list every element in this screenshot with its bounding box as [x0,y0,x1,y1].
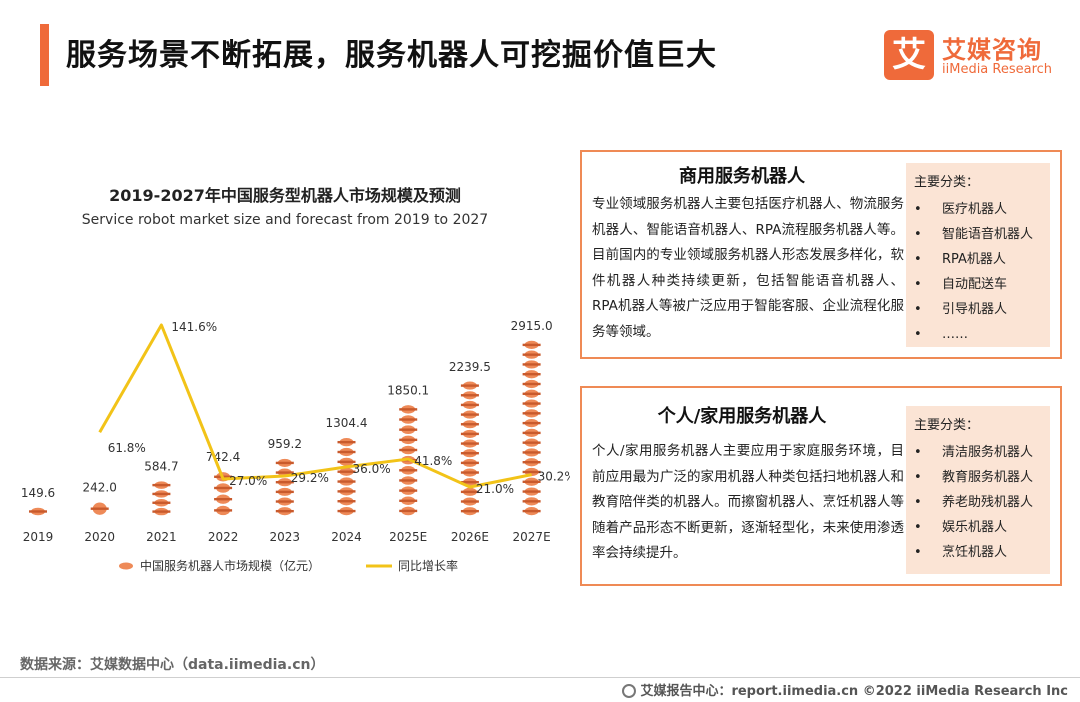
x-tick-label: 2027E [513,530,551,544]
logo-en-text: iiMedia Research [942,62,1053,77]
growth-rate-label: 29.2% [291,471,329,485]
x-tick-label: 2019 [23,530,54,544]
bullet-icon: • [914,545,922,560]
bar-value-label: 2915.0 [511,319,553,333]
chart-subtitle: Service robot market size and forecast f… [81,212,489,228]
x-tick-label: 2022 [208,530,239,544]
bar-value-label: 1850.1 [387,383,429,397]
bullet-icon: • [914,470,922,485]
category-item: • 医疗机器人 [914,197,1033,222]
category-item: • 自动配送车 [914,272,1033,297]
bullet-icon: • [914,520,922,535]
bullet-icon: • [914,202,922,217]
bullet-icon: • [914,277,922,292]
legend-label: 中国服务机器人市场规模（亿元） [140,558,320,573]
logo-cn-text: 艾媒咨询 [942,36,1042,64]
legend-label: 同比增长率 [398,558,458,573]
growth-rate-label: 61.8% [108,441,146,455]
home-robot-card: 个人/家用服务机器人 个人/家用服务机器人主要应用于家庭服务环境，目前应用最为广… [580,386,1062,586]
bullet-icon: • [914,227,922,242]
bar-value-label: 584.7 [144,460,178,474]
category-list: • 医疗机器人 • 智能语音机器人 • RPA机器人 • 自动配送车 • 引导机器人 •…… [914,197,1033,347]
bar [90,502,109,515]
globe-icon [622,684,637,698]
category-title: 主要分类： [914,418,980,433]
category-item: • 智能语音机器人 [914,222,1033,247]
bar [152,481,171,516]
bar [29,507,47,516]
data-source: 数据来源：艾媒数据中心（data.iimedia.cn） [20,657,325,673]
card-title: 个人/家用服务机器人 [657,406,827,427]
category-item: • 引导机器人 [914,297,1033,322]
growth-rate-line [98,323,532,489]
category-item: • 烹饪机器人 [914,540,1033,565]
category-box: 主要分类： • 清洁服务机器人 • 教育服务机器人 • 养老助残机器人 • 娱乐机器人 … [906,406,1050,574]
bullet-icon: • [914,252,922,267]
x-tick-label: 2025E [389,530,427,544]
page-title: 服务场景不断拓展，服务机器人可挖掘价值巨大 [66,38,717,73]
bar-value-label: 1304.4 [326,416,368,430]
x-tick-label: 2021 [146,530,177,544]
bullet-icon: • [914,327,922,342]
footer-divider [0,677,1080,678]
bar [337,438,356,516]
legend-bar-swatch [119,562,133,570]
x-tick-label: 2023 [270,530,301,544]
footer-text: 艾媒报告中心：report.iimedia.cn ©2022 iiMedia R… [640,684,1068,699]
iimedia-logo: 艾 艾媒咨询 iiMedia Research [884,30,1064,82]
card-title: 商用服务机器人 [679,166,805,187]
market-size-chart: 149.62019242.02020584.72021742.42022959.… [21,319,570,573]
category-box: 主要分类： • 医疗机器人 • 智能语音机器人 • RPA机器人 • 自动配送车 • 引导… [906,163,1050,347]
category-item: • 清洁服务机器人 [914,440,1033,465]
growth-rate-label: 27.0% [229,474,267,488]
title-accent-bar [40,24,49,86]
bar-value-label: 149.6 [21,486,55,500]
card-body: 专业领域服务机器人主要包括医疗机器人、物流服务机器人、智能语音机器人、RPA流程… [592,196,904,340]
category-item: •…… [914,322,1033,347]
category-item: • 教育服务机器人 [914,465,1033,490]
bar-value-label: 959.2 [268,437,302,451]
footer: 艾媒报告中心：report.iimedia.cn ©2022 iiMedia R… [622,680,1068,699]
bar-value-label: 242.0 [83,480,117,494]
growth-rate-label: 141.6% [171,320,217,334]
category-list: • 清洁服务机器人 • 教育服务机器人 • 养老助残机器人 • 娱乐机器人 • 烹饪机器人 [914,440,1033,565]
bar [275,458,294,516]
bar-value-label: 2239.5 [449,360,491,374]
bullet-icon: • [914,495,922,510]
chart-title: 2019-2027年中国服务型机器人市场规模及预测 [109,186,461,205]
commercial-robot-card: 商用服务机器人 专业领域服务机器人主要包括医疗机器人、物流服务机器人、智能语音机… [580,150,1062,359]
bar [522,340,541,516]
logo-mark: 艾 [884,30,934,80]
category-title: 主要分类： [914,175,980,190]
x-tick-label: 2024 [331,530,362,544]
bullet-icon: • [914,302,922,317]
growth-rate-label: 41.8% [414,454,452,468]
category-item: • 娱乐机器人 [914,515,1033,540]
growth-rate-label: 30.2% [538,470,570,484]
category-item: • RPA机器人 [914,247,1033,272]
growth-rate-label: 36.0% [353,462,391,476]
x-tick-label: 2020 [84,530,115,544]
growth-rate-label: 21.0% [476,482,514,496]
bar [460,381,479,516]
category-item: • 养老助残机器人 [914,490,1033,515]
bullet-icon: • [914,445,922,460]
x-tick-label: 2026E [451,530,489,544]
card-body: 个人/家用服务机器人主要应用于家庭服务环境，目前应用最为广泛的家用机器人种类包括… [592,443,904,561]
